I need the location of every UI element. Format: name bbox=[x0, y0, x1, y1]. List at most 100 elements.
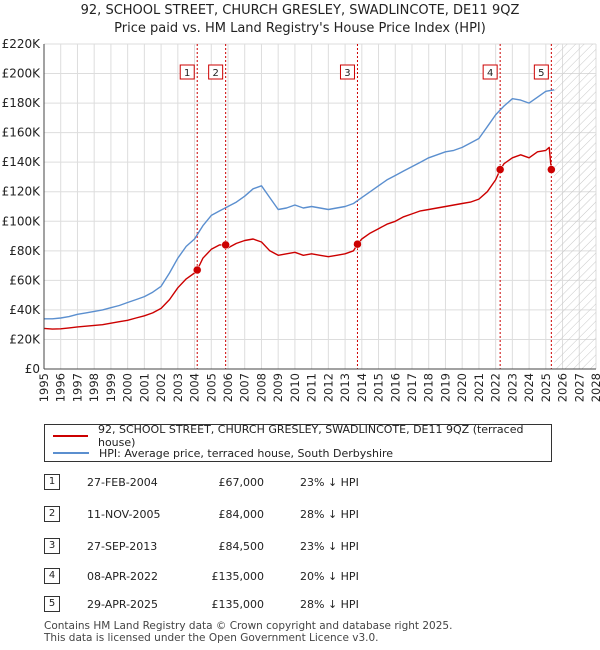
x-tick-label: 2008 bbox=[254, 373, 268, 402]
sale-marker bbox=[547, 165, 556, 174]
y-tick-label: £140K bbox=[2, 155, 42, 169]
x-tick-label: 1997 bbox=[70, 373, 84, 402]
x-tick-label: 2012 bbox=[321, 373, 335, 402]
y-tick-label: £0 bbox=[25, 362, 40, 376]
y-tick-label: £60K bbox=[9, 273, 41, 287]
x-tick-label: 2021 bbox=[472, 373, 486, 402]
legend-swatch-property bbox=[53, 435, 88, 437]
transaction-number: 5 bbox=[44, 596, 60, 612]
x-tick-label: 2024 bbox=[522, 373, 536, 402]
x-tick-label: 2003 bbox=[171, 373, 185, 402]
y-tick-label: £160K bbox=[2, 126, 42, 140]
y-tick-label: £220K bbox=[2, 37, 42, 51]
transaction-number: 1 bbox=[44, 474, 60, 490]
y-tick-label: £20K bbox=[9, 332, 41, 346]
legend: 92, SCHOOL STREET, CHURCH GRESLEY, SWADL… bbox=[44, 423, 552, 462]
hpi-series-line bbox=[44, 89, 555, 320]
x-tick-label: 2017 bbox=[405, 373, 419, 402]
legend-item-hpi: HPI: Average price, terraced house, Sout… bbox=[53, 445, 393, 461]
sale-marker bbox=[192, 265, 202, 275]
x-tick-label: 2026 bbox=[556, 373, 570, 402]
transaction-hpi: 23% ↓ HPI bbox=[300, 476, 359, 489]
sale-marker bbox=[353, 239, 362, 249]
transaction-date: 11-NOV-2005 bbox=[87, 508, 161, 521]
sale-marker bbox=[221, 240, 230, 250]
transaction-row: 1 27-FEB-2004 £67,000 23% ↓ HPI bbox=[44, 474, 424, 492]
x-tick-label: 2022 bbox=[489, 373, 503, 402]
transaction-date: 08-APR-2022 bbox=[87, 570, 159, 583]
transaction-date: 29-APR-2025 bbox=[87, 598, 159, 611]
transaction-row: 3 27-SEP-2013 £84,500 23% ↓ HPI bbox=[44, 538, 424, 556]
x-tick-label: 2027 bbox=[572, 373, 586, 402]
y-tick-label: £200K bbox=[2, 67, 42, 81]
footer-licence: This data is licensed under the Open Gov… bbox=[44, 632, 379, 644]
transaction-date: 27-SEP-2013 bbox=[87, 540, 158, 553]
x-tick-label: 2014 bbox=[355, 373, 369, 402]
transaction-label: 3 bbox=[344, 68, 350, 79]
legend-item-property: 92, SCHOOL STREET, CHURCH GRESLEY, SWADL… bbox=[53, 423, 551, 449]
y-tick-label: £40K bbox=[9, 303, 41, 317]
x-tick-label: 1995 bbox=[37, 373, 51, 402]
transaction-row: 4 08-APR-2022 £135,000 20% ↓ HPI bbox=[44, 568, 424, 586]
legend-swatch-hpi bbox=[53, 452, 89, 454]
x-tick-label: 2002 bbox=[154, 373, 168, 402]
transaction-number: 3 bbox=[44, 538, 60, 554]
x-tick-label: 2025 bbox=[539, 373, 553, 402]
transaction-label-box bbox=[482, 64, 498, 80]
x-tick-label: 2028 bbox=[589, 373, 600, 402]
legend-label-property: 92, SCHOOL STREET, CHURCH GRESLEY, SWADL… bbox=[97, 423, 524, 449]
x-tick-label: 2009 bbox=[271, 373, 285, 402]
property-series-line bbox=[44, 146, 552, 330]
transaction-number: 4 bbox=[44, 568, 60, 584]
x-tick-label: 2018 bbox=[422, 373, 436, 402]
x-tick-label: 2020 bbox=[455, 373, 469, 402]
y-tick-label: £180K bbox=[2, 96, 42, 110]
price-chart: 1 2 3 4 5 £0 £20K £40K £60K £80K £100K £120K £140K £… bbox=[2, 37, 600, 402]
transaction-label-box bbox=[208, 64, 224, 80]
x-tick-label: 2019 bbox=[438, 373, 452, 402]
chart-title: 92, SCHOOL STREET, CHURCH GRESLEY, SWADL… bbox=[80, 3, 520, 18]
transaction-row: 5 29-APR-2025 £135,000 28% ↓ HPI bbox=[44, 596, 424, 614]
legend-label-hpi: HPI: Average price, terraced house, Sout… bbox=[99, 446, 394, 460]
transaction-label-box bbox=[179, 64, 195, 80]
chart-subtitle: Price paid vs. HM Land Registry's House … bbox=[114, 21, 486, 36]
transaction-row: 2 11-NOV-2005 £84,000 28% ↓ HPI bbox=[44, 506, 424, 524]
y-tick-label: £120K bbox=[2, 185, 42, 199]
x-tick-label: 2016 bbox=[388, 373, 402, 402]
transaction-label-box bbox=[533, 64, 549, 80]
x-tick-label: 2005 bbox=[204, 373, 218, 402]
transaction-price: £84,500 bbox=[218, 540, 265, 553]
x-tick-label: 2000 bbox=[121, 373, 135, 402]
footer-copyright: Contains HM Land Registry data © Crown c… bbox=[44, 620, 453, 632]
x-tick-label: 2015 bbox=[372, 373, 386, 402]
x-tick-label: 2001 bbox=[137, 373, 151, 402]
plot-background bbox=[44, 44, 596, 369]
transaction-label: 1 bbox=[184, 68, 190, 79]
transaction-price: £135,000 bbox=[211, 598, 265, 611]
transaction-label-box bbox=[339, 64, 355, 80]
transaction-label: 5 bbox=[538, 68, 544, 79]
x-tick-label: 2006 bbox=[221, 373, 235, 402]
transaction-number: 2 bbox=[44, 506, 60, 522]
transaction-price: £84,000 bbox=[218, 508, 265, 521]
transaction-hpi: 23% ↓ HPI bbox=[300, 540, 359, 553]
transaction-hpi: 28% ↓ HPI bbox=[300, 598, 359, 611]
x-tick-label: 2010 bbox=[288, 373, 302, 402]
y-tick-label: £100K bbox=[2, 214, 42, 228]
transaction-hpi: 20% ↓ HPI bbox=[300, 570, 359, 583]
transaction-hpi: 28% ↓ HPI bbox=[300, 508, 359, 521]
transaction-label: 4 bbox=[487, 68, 493, 79]
x-tick-label: 2007 bbox=[238, 373, 252, 402]
x-tick-label: 2004 bbox=[188, 373, 202, 402]
x-tick-label: 2023 bbox=[505, 373, 519, 402]
transaction-price: £67,000 bbox=[218, 476, 265, 489]
x-tick-label: 1998 bbox=[87, 373, 101, 402]
sale-marker bbox=[495, 165, 505, 174]
forecast-hatch bbox=[554, 44, 596, 369]
transaction-price: £135,000 bbox=[211, 570, 265, 583]
x-tick-label: 2013 bbox=[338, 373, 352, 402]
x-tick-label: 2011 bbox=[305, 373, 319, 402]
transaction-label: 2 bbox=[212, 68, 218, 79]
x-tick-label: 1996 bbox=[54, 373, 68, 402]
x-tick-label: 1999 bbox=[104, 373, 118, 402]
